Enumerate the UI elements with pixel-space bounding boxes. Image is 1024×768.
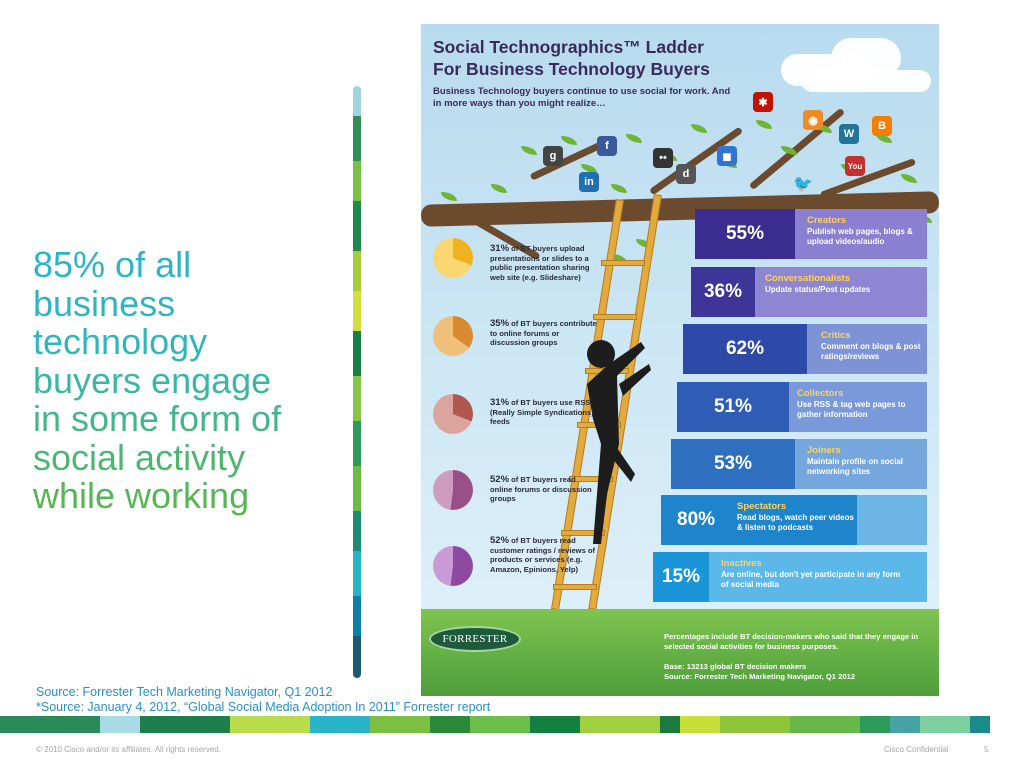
infographic-base: Base: 13213 global BT decision makers — [664, 662, 924, 672]
pie-chart-icon — [433, 238, 473, 278]
ladder-bar-joiners: 53% Joiners Maintain profile on social ne… — [671, 439, 927, 489]
pie-caption: 52% of BT buyers read customer ratings /… — [490, 536, 600, 574]
ladder-bar-collectors: 51% Collectors Use RSS & tag web pages to… — [677, 382, 927, 432]
linkedin-icon: in — [579, 172, 599, 192]
forrester-logo: FORRESTER — [429, 626, 521, 652]
yelp-icon: ✱ — [753, 92, 773, 112]
pie-caption: 31% of BT buyers use RSS (Really Simple … — [490, 398, 600, 427]
headline-line: 85% of all — [33, 246, 343, 285]
bar-label: Creators Publish web pages, blogs & uploa… — [807, 216, 925, 247]
ladder-bar-creators: 55% Creators Publish web pages, blogs & u… — [695, 209, 927, 259]
delicious-icon: ◼ — [717, 146, 737, 166]
infographic-subtitle: Business Technology buyers continue to u… — [433, 86, 733, 110]
cloud — [801, 70, 931, 92]
bar-percent: 53% — [671, 439, 795, 489]
pie-chart-icon — [433, 546, 473, 586]
bar-percent: 15% — [653, 552, 709, 602]
ladder-bar-critics: 62% Critics Comment on blogs & post ratin… — [683, 324, 927, 374]
bar-percent: 51% — [677, 382, 789, 432]
ladder-bar-spectators: 80% Spectators Read blogs, watch peer vid… — [661, 495, 927, 545]
headline-line: while working — [33, 477, 343, 516]
horizontal-color-strip — [0, 716, 990, 733]
climber-silhouette — [579, 324, 659, 554]
bar-label: Inactives Are online, but don't yet parti… — [721, 559, 901, 590]
bar-label: Critics Comment on blogs & post ratings/r… — [821, 331, 921, 362]
pie-caption: 35% of BT buyers contribute to online fo… — [490, 319, 600, 348]
blogger-icon: B — [872, 116, 892, 136]
ladder-bar-inactives: 15% Inactives Are online, but don't yet p… — [653, 552, 927, 602]
pie-chart-icon — [433, 470, 473, 510]
headline-line: business — [33, 285, 343, 324]
bar-label: Conversationalists Update status/Post upd… — [765, 274, 915, 295]
headline-line: social activity — [33, 439, 343, 478]
vertical-color-bar — [353, 86, 361, 678]
google-icon: g — [543, 146, 563, 166]
source-text: Source: Forrester Tech Marketing Navigat… — [36, 685, 490, 715]
infographic-title: Social Technographics™ Ladder For Busine… — [433, 36, 710, 80]
headline: 85% of all business technology buyers en… — [33, 246, 343, 516]
copyright-text: © 2010 Cisco and/or its affiliates. All … — [36, 745, 221, 754]
bar-label: Collectors Use RSS & tag web pages to gat… — [797, 389, 915, 420]
bar-percent: 36% — [691, 267, 755, 317]
youtube-icon: You — [845, 156, 865, 176]
bar-percent: 55% — [695, 209, 795, 259]
pie-chart-icon — [433, 316, 473, 356]
infographic: Social Technographics™ Ladder For Busine… — [421, 24, 939, 696]
headline-line: buyers engage — [33, 362, 343, 401]
digg-icon: d — [676, 164, 696, 184]
pie-caption: 31% of BT buyers upload presentations or… — [490, 244, 600, 282]
ladder-bar-conversationalists: 36% Conversationalists Update status/Post… — [691, 267, 927, 317]
rss-icon: ◉ — [803, 110, 823, 130]
bar-label: Spectators Read blogs, watch peer videos … — [737, 502, 855, 533]
flickr-icon: •• — [653, 148, 673, 168]
page-number: 5 — [984, 745, 988, 754]
ground — [421, 609, 939, 696]
pie-chart-icon — [433, 394, 473, 434]
wordpress-icon: W — [839, 124, 859, 144]
twitter-bird-icon: 🐦 — [793, 174, 813, 194]
confidential-label: Cisco Confidential — [884, 745, 948, 754]
bar-label: Joiners Maintain profile on social networ… — [807, 446, 917, 477]
headline-line: technology — [33, 323, 343, 362]
pie-caption: 52% of BT buyers read online forums or d… — [490, 475, 600, 504]
infographic-footnote: Percentages include BT decision-makers w… — [664, 632, 924, 652]
bar-percent: 62% — [683, 324, 807, 374]
facebook-icon: f — [597, 136, 617, 156]
infographic-source: Source: Forrester Tech Marketing Navigat… — [664, 672, 924, 682]
headline-line: in some form of — [33, 400, 343, 439]
